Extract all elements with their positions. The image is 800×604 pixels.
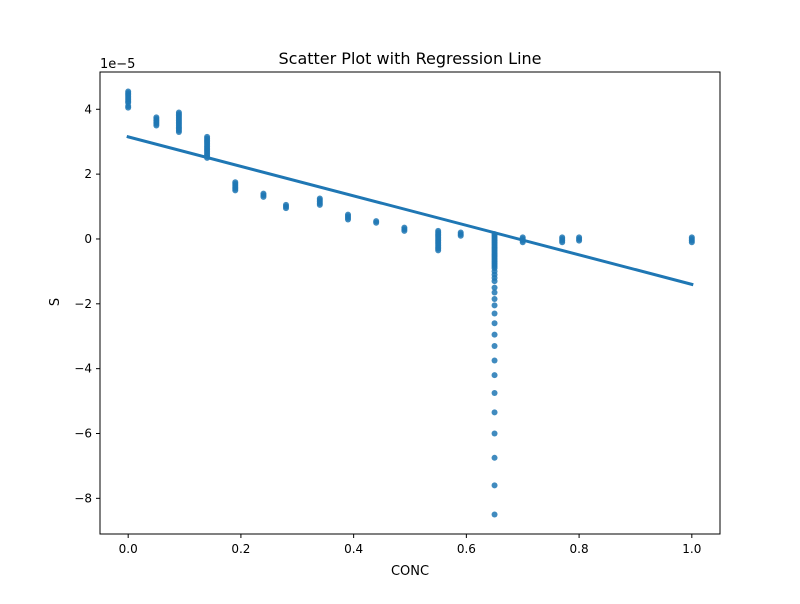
data-point bbox=[491, 331, 498, 338]
data-point bbox=[153, 122, 160, 129]
x-tick-label: 0.6 bbox=[457, 542, 476, 556]
data-point bbox=[491, 342, 498, 349]
plot-area: 0.0 0.2 0.4 0.6 0.8 1.0 −8 −6 −4 −2 0 2 4 bbox=[74, 71, 721, 556]
data-point bbox=[401, 227, 408, 234]
y-tick-label: −6 bbox=[74, 426, 92, 440]
y-tick-label: −8 bbox=[74, 491, 92, 505]
data-point bbox=[491, 302, 498, 309]
data-point bbox=[457, 232, 464, 239]
x-tick-label: 0.2 bbox=[231, 542, 250, 556]
data-point bbox=[491, 482, 498, 489]
data-point bbox=[260, 193, 267, 200]
data-point bbox=[559, 239, 566, 246]
data-point bbox=[491, 357, 498, 364]
data-point bbox=[491, 430, 498, 437]
data-point bbox=[491, 511, 498, 518]
data-point bbox=[491, 454, 498, 461]
data-point bbox=[491, 284, 498, 291]
data-point bbox=[688, 239, 695, 246]
y-tick-label: −2 bbox=[74, 297, 92, 311]
x-axis-label: CONC bbox=[391, 564, 429, 579]
x-tick-label: 1.0 bbox=[682, 542, 701, 556]
data-point bbox=[491, 409, 498, 416]
y-tick-label: −4 bbox=[74, 362, 92, 376]
data-point bbox=[491, 295, 498, 302]
data-point bbox=[345, 216, 351, 223]
data-point bbox=[491, 320, 498, 327]
y-tick-label: 4 bbox=[84, 102, 92, 116]
data-point bbox=[125, 104, 132, 111]
data-point bbox=[491, 389, 498, 396]
y-tick-label: 2 bbox=[84, 167, 92, 181]
regression-line bbox=[126, 135, 694, 287]
y-axis-offset-label: 1e−5 bbox=[100, 57, 135, 72]
x-tick-label: 0.8 bbox=[570, 542, 589, 556]
data-point bbox=[491, 372, 498, 379]
data-point bbox=[491, 289, 498, 296]
data-point bbox=[316, 201, 323, 208]
data-point bbox=[491, 278, 498, 285]
data-point bbox=[491, 310, 498, 317]
y-axis-label: S bbox=[48, 298, 63, 306]
x-tick-label: 0.4 bbox=[344, 542, 363, 556]
data-point bbox=[435, 247, 442, 254]
data-point bbox=[576, 237, 583, 244]
data-point bbox=[373, 219, 380, 226]
data-point bbox=[232, 187, 239, 194]
data-point bbox=[283, 205, 289, 212]
data-point bbox=[175, 128, 182, 135]
x-tick-label: 0.0 bbox=[119, 542, 138, 556]
chart-title: Scatter Plot with Regression Line bbox=[278, 49, 541, 68]
y-tick-label: 0 bbox=[84, 232, 92, 246]
scatter-series bbox=[125, 88, 695, 518]
plot-frame bbox=[99, 71, 721, 535]
